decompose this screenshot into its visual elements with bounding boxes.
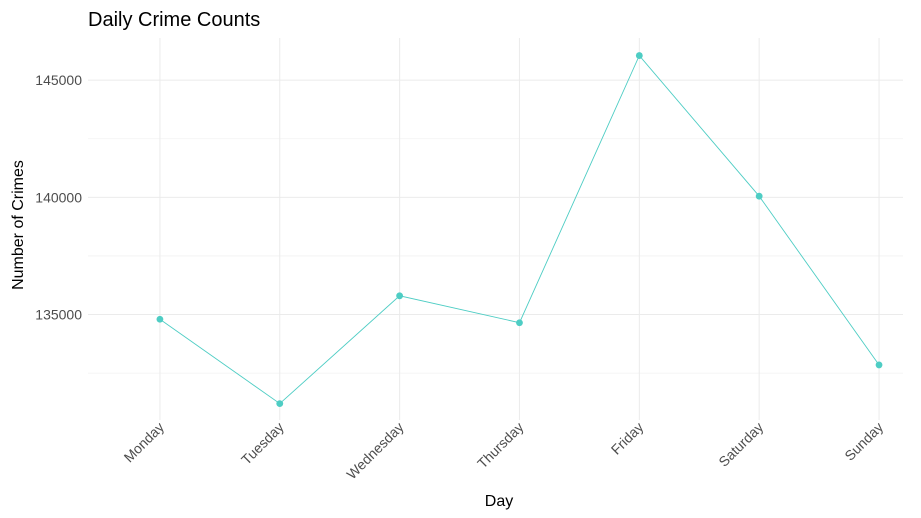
data-point-friday [635,52,643,59]
chart-title: Daily Crime Counts [88,9,260,31]
grid [88,38,903,420]
data-point-saturday [755,192,763,200]
x-tick-label: Friday [608,419,647,458]
data-point-monday [156,315,164,323]
x-tick-label: Wednesday [343,419,406,482]
x-tick-label: Tuesday [238,419,287,468]
x-tick-label: Sunday [841,419,886,464]
y-tick-label: 135000 [35,307,82,323]
data-point-sunday [875,361,883,369]
data-point-tuesday [276,400,284,407]
x-tick-label: Thursday [474,419,527,472]
x-axis-ticks: Monday Tuesday Wednesday Thursday Friday Satu… [120,419,886,482]
data-point-wednesday [396,292,404,300]
series-points [156,52,883,407]
x-tick-label: Saturday [715,419,766,470]
x-axis-title: Day [485,493,513,510]
y-tick-label: 140000 [35,189,82,205]
y-tick-label: 145000 [35,72,82,88]
data-point-thursday [516,319,523,327]
y-axis-ticks: 135000 140000 145000 [35,72,82,322]
y-axis-title: Number of Crimes [10,160,27,290]
x-tick-label: Monday [120,419,167,466]
